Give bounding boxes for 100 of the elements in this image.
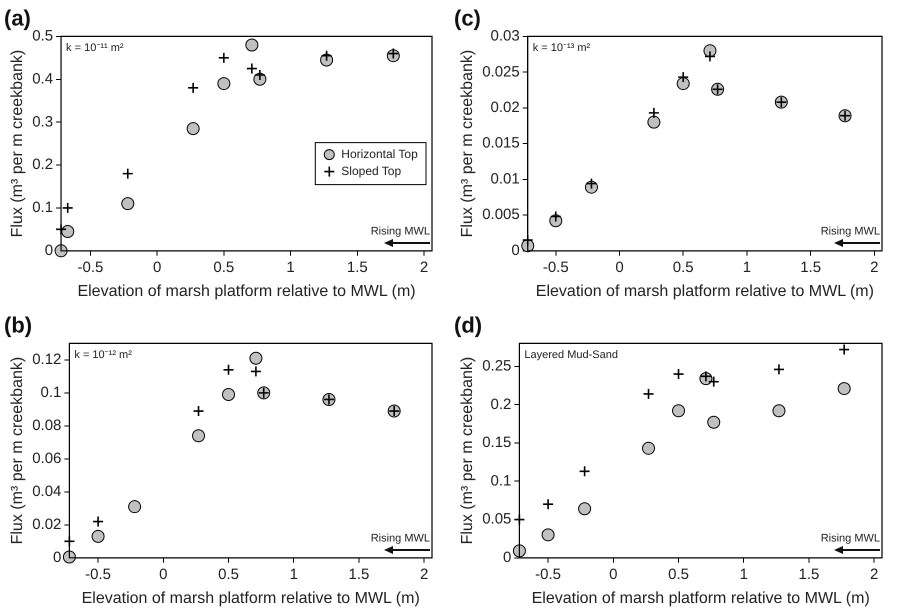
- point: [586, 178, 598, 190]
- x-axis-title: Elevation of marsh platform relative to MWL (m): [532, 590, 870, 607]
- x-tick-label: 0: [152, 258, 162, 276]
- point: [677, 71, 690, 83]
- x-tick-label: 1.5: [800, 258, 822, 276]
- point: [64, 536, 76, 548]
- y-tick-label: 0.2: [32, 156, 54, 174]
- x-tick-label: 0: [609, 566, 618, 583]
- y-tick-label: 0.015: [482, 134, 520, 152]
- point: [61, 225, 74, 238]
- x-tick-label: 2: [870, 258, 879, 276]
- x-tick-label: 2: [870, 566, 878, 583]
- x-tick-label: 0.5: [668, 566, 689, 583]
- y-tick-label: 0.3: [32, 113, 54, 130]
- y-axis-title: Flux (m³ per m creekbank): [459, 50, 476, 238]
- y-tick-label: 0.15: [482, 434, 512, 452]
- legend-label: Horizontal Top: [341, 146, 418, 161]
- x-tick-label: 0.5: [213, 258, 234, 276]
- point: [222, 388, 236, 402]
- x-tick-label: 0.5: [218, 566, 239, 583]
- legend-label: Sloped Top: [341, 164, 402, 178]
- point: [62, 550, 76, 564]
- y-tick-label: 0.025: [482, 63, 520, 80]
- point: [388, 48, 400, 60]
- x-tick-label: 1.5: [346, 258, 368, 276]
- point: [550, 210, 562, 222]
- annotation: Rising MWL: [820, 225, 880, 238]
- x-tick-label: -0.5: [535, 566, 562, 583]
- point: [642, 388, 654, 400]
- point: [647, 116, 660, 129]
- x-tick-label: -0.5: [77, 258, 104, 276]
- point: [222, 364, 234, 376]
- point: [218, 52, 230, 64]
- x-axis-title: Elevation of marsh platform relative to MWL (m): [536, 282, 874, 300]
- point: [54, 244, 68, 258]
- annotation: Rising MWL: [370, 225, 430, 238]
- y-tick-label: 0.02: [490, 99, 520, 116]
- y-tick-label: 0.01: [490, 170, 520, 188]
- x-tick-label: 0.5: [672, 258, 694, 276]
- y-tick-label: 0.1: [40, 384, 62, 402]
- chart-title: (a): [4, 5, 31, 30]
- chart-title: (d): [454, 312, 482, 338]
- point: [250, 366, 262, 378]
- y-tick-label: 0.25: [482, 358, 512, 375]
- point: [192, 429, 206, 442]
- point: [92, 530, 105, 543]
- point: [704, 50, 716, 62]
- y-tick-label: 0: [44, 242, 54, 259]
- point: [772, 404, 786, 418]
- chart-title: (c): [454, 5, 481, 30]
- point: [249, 352, 262, 365]
- point: [578, 465, 590, 478]
- point: [672, 368, 684, 380]
- point: [773, 364, 785, 376]
- y-tick-label: 0.06: [32, 450, 62, 467]
- x-tick-label: 1: [740, 566, 748, 583]
- point: [128, 500, 142, 514]
- annotation: Layered Mud-Sand: [524, 348, 618, 361]
- point: [838, 344, 850, 356]
- annotation: k = 10⁻¹³ m²: [532, 42, 591, 54]
- x-tick-label: 0: [159, 566, 168, 583]
- x-tick-label: 1: [742, 258, 752, 276]
- x-tick-label: 1.5: [348, 566, 370, 583]
- point: [186, 122, 200, 136]
- y-tick-label: 0.05: [482, 510, 512, 528]
- y-axis-title: Flux (m³ per m creekbank): [9, 50, 26, 238]
- x-tick-label: 1: [286, 258, 295, 276]
- x-tick-label: 2: [420, 566, 428, 583]
- point: [578, 502, 592, 516]
- y-tick-label: 0: [503, 548, 512, 566]
- x-tick-label: -0.5: [85, 566, 112, 583]
- y-tick-label: 0.4: [32, 70, 54, 88]
- y-tick-label: 0.1: [32, 199, 54, 216]
- x-axis-title: Elevation of marsh platform relative to MWL (m): [77, 282, 416, 300]
- y-tick-label: 0.5: [32, 28, 54, 45]
- point: [642, 442, 656, 455]
- x-tick-label: -0.5: [542, 258, 569, 276]
- y-tick-label: 0.2: [490, 396, 512, 413]
- y-tick-label: 0: [511, 242, 520, 259]
- point: [122, 168, 134, 180]
- point: [217, 77, 230, 90]
- annotation: k = 10⁻¹² m²: [74, 348, 132, 361]
- y-axis-title: Flux (m³ per m creekbank): [9, 356, 26, 544]
- point: [55, 224, 67, 236]
- point: [542, 528, 555, 542]
- annotation: Rising MWL: [370, 532, 430, 544]
- y-tick-label: 0.03: [490, 28, 520, 45]
- point: [512, 544, 526, 558]
- y-tick-label: 0.02: [32, 516, 62, 533]
- x-axis-title: Elevation of marsh platform relative to MWL (m): [82, 590, 420, 607]
- point: [648, 107, 660, 119]
- x-tick-label: 1: [290, 566, 298, 583]
- point: [320, 50, 332, 62]
- y-tick-label: 0.08: [32, 417, 62, 434]
- point: [187, 82, 199, 94]
- chart-title: (b): [4, 312, 32, 338]
- y-tick-label: 0.04: [32, 482, 62, 500]
- point: [92, 516, 104, 528]
- point: [676, 77, 690, 90]
- annotation: Rising MWL: [820, 532, 880, 544]
